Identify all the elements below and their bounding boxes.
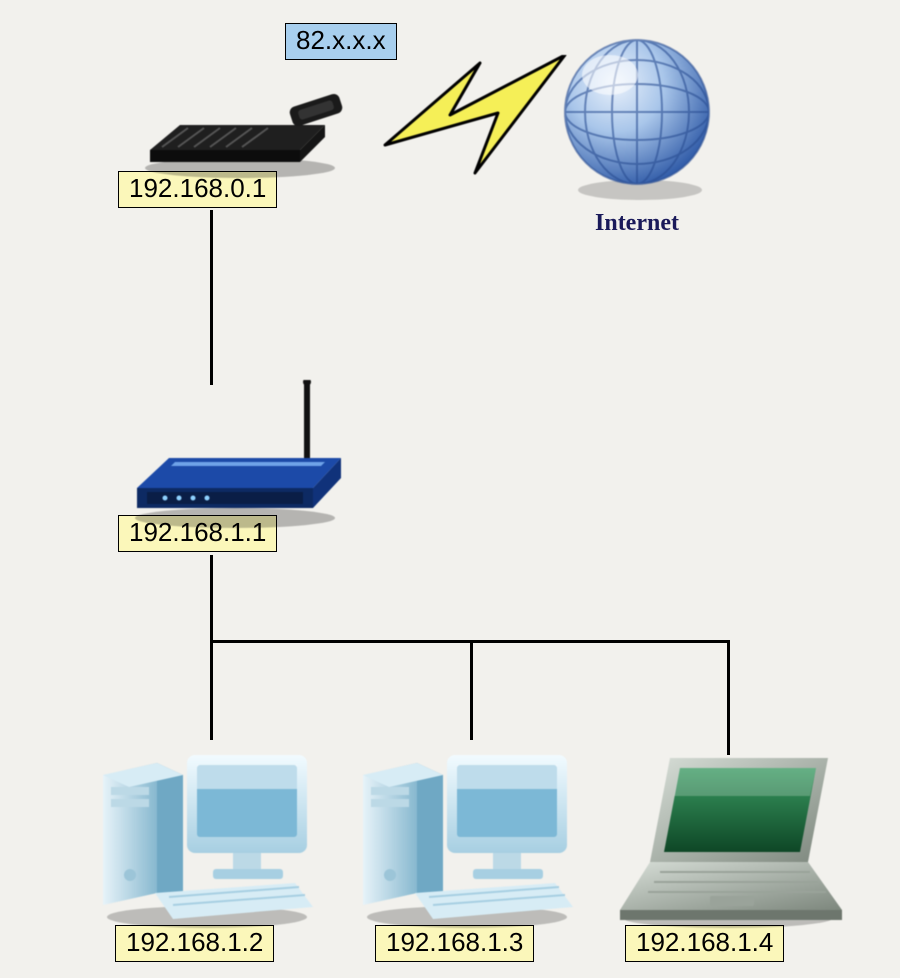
pc2-ip-text: 192.168.1.3: [375, 925, 534, 962]
edge: [210, 640, 213, 740]
laptop-ip-tag: 192.168.1.4: [625, 925, 784, 962]
modem-icon: [140, 80, 370, 180]
edge: [210, 555, 213, 640]
laptop-icon: [610, 750, 845, 930]
pc1-icon: [95, 735, 320, 930]
pc2-icon: [355, 735, 580, 930]
pc1-ip-text: 192.168.1.2: [115, 925, 274, 962]
bolt-icon: [380, 55, 570, 195]
edge: [470, 640, 473, 740]
internet-label: Internet: [595, 210, 679, 237]
edge: [210, 210, 213, 385]
pc1-ip-tag: 192.168.1.2: [115, 925, 274, 962]
internet-label-text: Internet: [595, 210, 679, 236]
router-icon: [125, 380, 355, 530]
internet-globe-icon: [550, 30, 725, 205]
edge: [727, 640, 730, 755]
pc2-ip-tag: 192.168.1.3: [375, 925, 534, 962]
laptop-ip-text: 192.168.1.4: [625, 925, 784, 962]
